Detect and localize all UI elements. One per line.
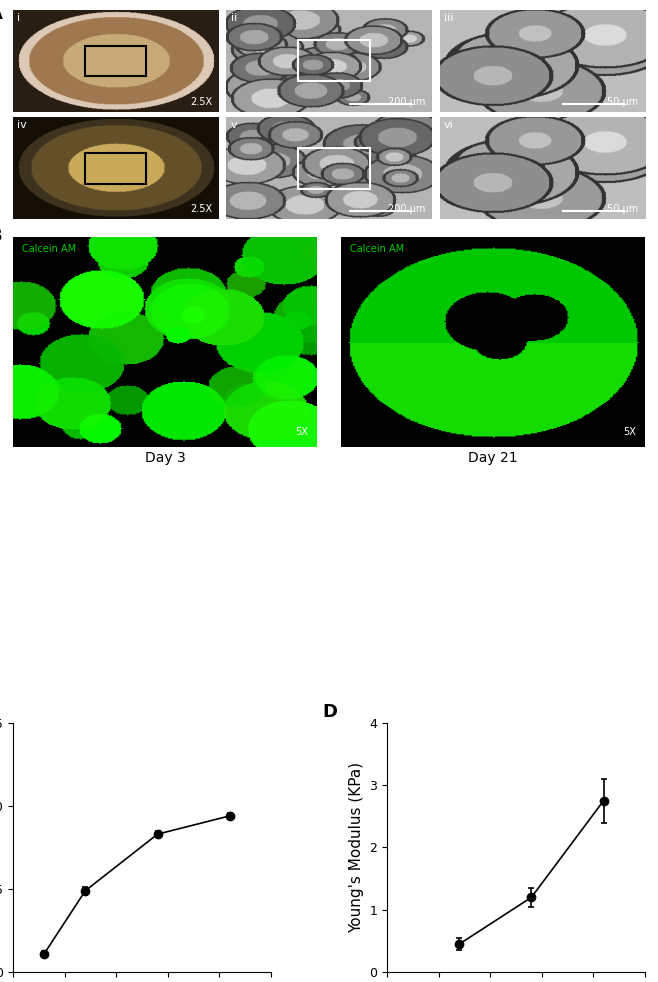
Text: iii: iii (444, 13, 453, 23)
Text: Calcein AM: Calcein AM (22, 244, 76, 253)
Text: A: A (0, 5, 3, 23)
X-axis label: Day 21: Day 21 (468, 451, 518, 465)
Text: 50 μm: 50 μm (607, 97, 639, 107)
Y-axis label: Young's Modulus (KPa): Young's Modulus (KPa) (349, 762, 364, 933)
Text: 2.5X: 2.5X (190, 204, 212, 214)
Text: D: D (322, 703, 338, 721)
Text: 200 μm: 200 μm (388, 97, 425, 107)
X-axis label: Day 3: Day 3 (145, 451, 186, 465)
Text: i: i (17, 13, 20, 23)
Text: ii: ii (230, 13, 237, 23)
Text: B: B (0, 227, 3, 246)
Text: 200 μm: 200 μm (388, 204, 425, 214)
Text: 5X: 5X (295, 426, 308, 437)
Text: 50 μm: 50 μm (607, 204, 639, 214)
Text: 5X: 5X (623, 426, 636, 437)
Text: iv: iv (17, 120, 27, 131)
Text: v: v (230, 120, 237, 131)
Text: vi: vi (444, 120, 453, 131)
Text: Calcein AM: Calcein AM (350, 244, 405, 253)
Text: 2.5X: 2.5X (190, 97, 212, 107)
